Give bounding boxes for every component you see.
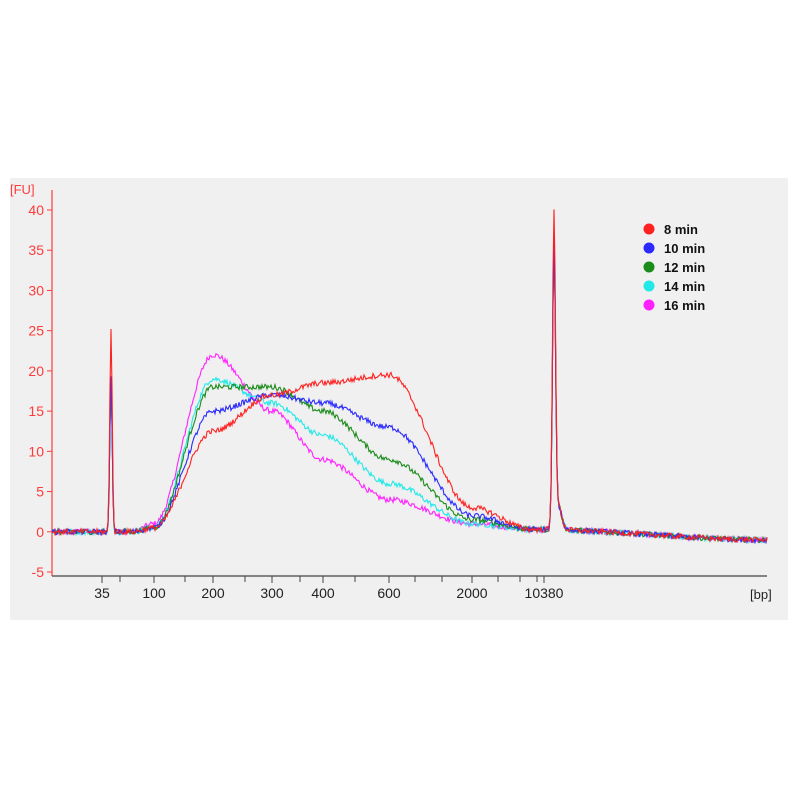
y-tick-label: 10	[28, 443, 44, 459]
legend-label: 16 min	[664, 298, 705, 313]
x-tick-label: 600	[377, 585, 401, 601]
y-tick-label: 35	[28, 242, 44, 258]
legend-swatch	[643, 242, 655, 254]
x-tick-label: 100	[142, 585, 166, 601]
legend-label: 10 min	[664, 241, 705, 256]
y-tick-label: 15	[28, 403, 44, 419]
x-axis-unit-label: [bp]	[750, 587, 772, 602]
y-tick-label: 20	[28, 363, 44, 379]
x-tick-label: 400	[311, 585, 335, 601]
legend-swatch	[643, 280, 655, 292]
y-tick-label: 30	[28, 282, 44, 298]
plot-area: 40 35 30 25 20 15 10 5 0 -5 35 100 200 300 400 600 2000 1…	[10, 182, 772, 602]
legend-swatch	[643, 261, 655, 273]
x-tick-label: 2000	[456, 585, 487, 601]
y-tick-label: -5	[32, 564, 45, 580]
series-line-10-min	[51, 242, 768, 545]
x-tick-label: 200	[201, 585, 225, 601]
y-tick-label: 25	[28, 323, 44, 339]
y-axis-unit-label: [FU]	[10, 182, 35, 197]
x-tick-label: 300	[260, 585, 284, 601]
y-tick-label: 5	[36, 484, 44, 500]
legend-swatch	[643, 223, 655, 235]
series-line-8-min	[51, 209, 768, 543]
y-tick-label: 40	[28, 202, 44, 218]
y-tick-label: 0	[36, 524, 44, 540]
legend-label: 12 min	[664, 260, 705, 275]
legend-swatch	[643, 299, 655, 311]
x-tick-label: 35	[94, 585, 110, 601]
legend-label: 8 min	[664, 222, 698, 237]
electropherogram-chart: 40 35 30 25 20 15 10 5 0 -5 35 100 200 300 400 600 2000 1…	[10, 178, 788, 620]
legend-label: 14 min	[664, 279, 705, 294]
x-tick-label: 10380	[525, 585, 564, 601]
